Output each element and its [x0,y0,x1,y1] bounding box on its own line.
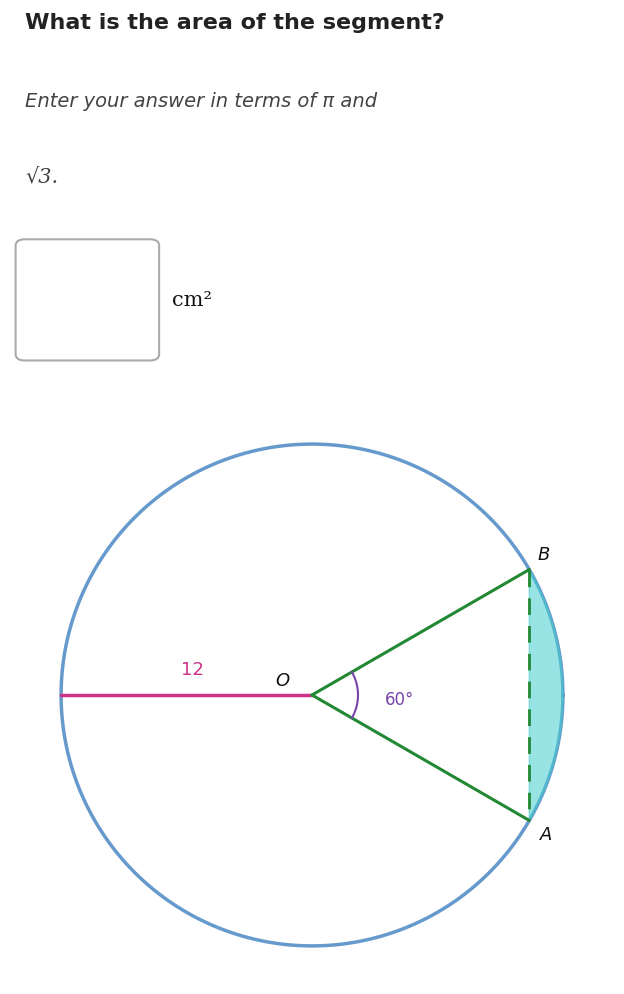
Text: cm²: cm² [172,291,212,310]
Text: 12: 12 [182,661,204,679]
Text: B: B [538,546,550,564]
Text: Enter your answer in terms of π and: Enter your answer in terms of π and [25,91,377,110]
Text: √3.: √3. [25,167,58,186]
Text: 60°: 60° [385,691,414,709]
FancyBboxPatch shape [16,240,159,361]
Text: O: O [275,671,289,689]
Text: A: A [540,825,552,843]
Text: What is the area of the segment?: What is the area of the segment? [25,13,445,33]
Polygon shape [529,570,563,821]
